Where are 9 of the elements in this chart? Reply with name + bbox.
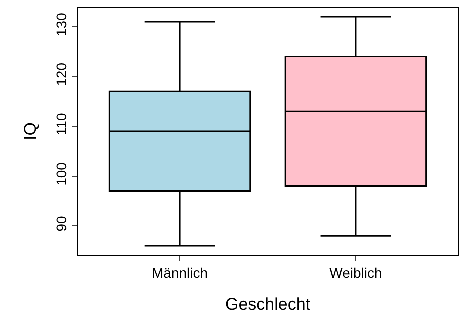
y-axis-title: IQ <box>20 122 40 140</box>
y-tick-label: 130 <box>53 12 70 36</box>
y-tick-label: 90 <box>53 216 70 232</box>
y-tick-label: 110 <box>53 113 70 136</box>
x-axis-title: Geschlecht <box>225 295 311 314</box>
y-tick-label: 100 <box>53 162 70 186</box>
x-tick-label: Männlich <box>152 264 208 281</box>
y-tick-label: 120 <box>53 62 70 86</box>
x-tick-label: Weiblich <box>330 264 382 281</box>
